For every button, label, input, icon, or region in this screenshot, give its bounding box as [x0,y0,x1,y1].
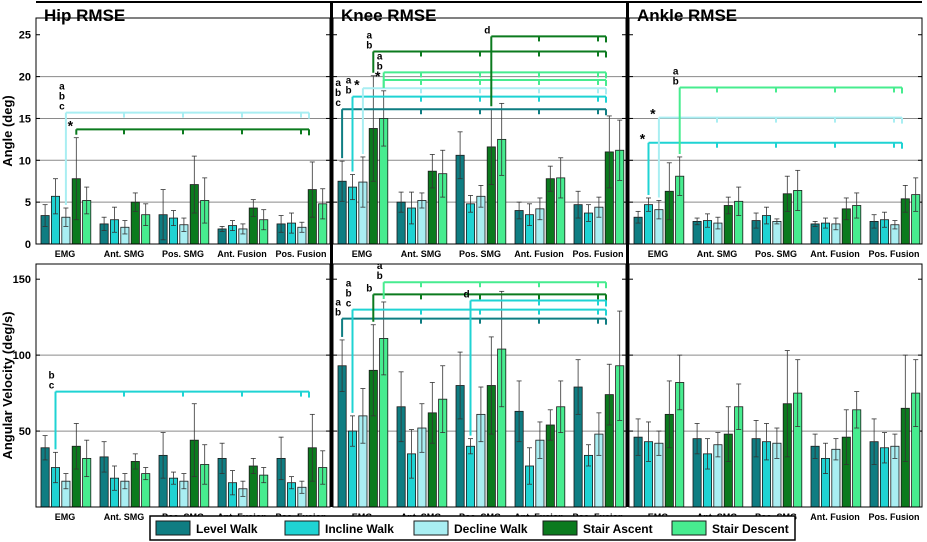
x-tick-label: EMG [352,249,373,259]
legend-label: Decline Walk [454,522,528,536]
y-tick-label: 50 [19,426,31,438]
significance-label: b [673,76,679,87]
bar [810,223,820,245]
significance-label: a [59,82,65,93]
x-tick-label: Pos. Fusion [275,249,326,259]
y-tick-label: 15 [19,113,31,125]
significance-label: * [68,117,74,133]
x-tick-label: Pos. SMG [162,249,204,259]
significance-label: * [354,76,360,92]
y-tick-label: 0 [25,239,31,251]
significance-label: b [59,92,65,103]
y-axis-label-row-1: Angular Velocity (deg/s) [0,311,15,459]
legend-label: Incline Walk [325,522,394,536]
x-tick-label: Ant. SMG [104,512,145,522]
bar [772,220,782,245]
x-tick-label: Ant. SMG [104,249,145,259]
significance-label: a [377,261,383,272]
significance-label: b [377,271,383,282]
x-tick-label: Ant. SMG [401,249,442,259]
x-tick-label: Pos. Fusion [572,249,623,259]
significance-label: b [345,86,351,97]
x-tick-label: Ant. Fusion [810,512,860,522]
y-axis-label-row-0: Angle (deg) [0,95,15,167]
x-tick-label: Pos. Fusion [868,512,919,522]
significance-label: c [346,299,352,310]
x-tick-label: EMG [55,249,76,259]
significance-label: d [484,25,490,36]
significance-label: c [335,98,341,109]
panel-0-0: EMG Ant. SMG Pos. SMG Ant. Fusion Pos. Fusio… [35,6,331,259]
legend-label: Level Walk [196,522,258,536]
panel-title: Hip RMSE [44,6,125,25]
significance-label: a [335,78,341,89]
x-tick-label: EMG [55,512,76,522]
significance-label: a [346,279,352,290]
significance-label: b [48,371,54,382]
significance-label: a [673,66,679,77]
y-tick-label: 20 [19,72,31,84]
significance-label: b [377,61,383,72]
significance-label: * [375,68,381,84]
x-tick-label: EMG [648,249,669,259]
x-tick-label: Pos. Fusion [868,249,919,259]
legend-swatch [542,520,578,536]
significance-label: b [335,88,341,99]
legend-swatch [413,520,449,536]
significance-label: c [59,102,65,113]
x-tick-label: Pos. SMG [459,249,501,259]
significance-label: a [367,30,373,41]
y-tick-label: 25 [19,30,31,42]
y-tick-label: 100 [13,350,31,362]
y-tick-label: 10 [19,155,31,167]
significance-label: d [463,289,469,300]
x-tick-label: Ant. Fusion [810,249,860,259]
significance-label: b [366,40,372,51]
significance-label: c [49,381,55,392]
legend-swatch [284,520,320,536]
legend-swatch [155,520,191,536]
x-tick-label: Ant. SMG [697,249,738,259]
significance-label: a [335,298,341,309]
legend: Level Walk Incline Walk Decline Walk Stair … [149,515,796,541]
panel-title: Ankle RMSE [637,6,737,25]
significance-label: b [345,289,351,300]
x-tick-label: Pos. SMG [755,249,797,259]
legend-label: Stair Ascent [583,522,653,536]
y-tick-label: 5 [25,197,31,209]
legend-label: Stair Descent [712,522,789,536]
significance-label: * [640,131,646,147]
bar [465,445,475,508]
panel-title: Knee RMSE [341,6,436,25]
y-tick-label: 150 [13,274,31,286]
panel-0-2: EMG Ant. SMG Pos. SMG Ant. Fusion Pos. Fusio… [628,6,923,259]
x-tick-label: Ant. Fusion [514,249,564,259]
significance-label: b [335,308,341,319]
panel-0-1: EMG Ant. SMG Pos. SMG Ant. Fusion Pos. Fusio… [332,6,627,259]
significance-label: a [377,51,383,62]
significance-label: * [650,106,656,122]
significance-label: a [346,76,352,87]
x-tick-label: Ant. Fusion [217,249,267,259]
legend-swatch [671,520,707,536]
significance-label: b [366,283,372,294]
